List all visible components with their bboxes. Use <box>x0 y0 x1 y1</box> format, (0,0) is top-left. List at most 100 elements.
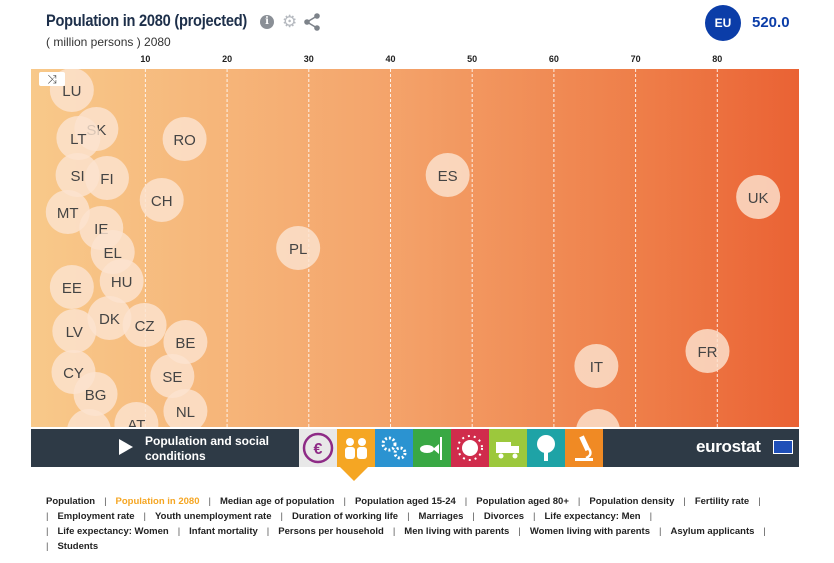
indicator-link[interactable]: Duration of working life <box>291 511 399 522</box>
indicator-link[interactable]: Fertility rate <box>694 496 750 507</box>
bubble-point[interactable] <box>52 309 97 353</box>
bubble-point[interactable] <box>45 190 90 234</box>
indicator-link[interactable]: Life expectancy: Men <box>544 511 641 522</box>
indicator-link[interactable]: Persons per household <box>278 526 384 537</box>
indicator-link[interactable]: Employment rate <box>57 511 135 522</box>
indicator-link[interactable]: Population density <box>589 496 675 507</box>
x-tick-label: 50 <box>467 54 478 64</box>
indicator-link[interactable]: Youth unemployment rate <box>155 511 272 522</box>
separator: | <box>518 526 521 537</box>
indicator-link[interactable]: Infant mortality <box>189 526 258 537</box>
country-bubble[interactable]: FI <box>84 156 129 200</box>
country-bubble[interactable]: CZ <box>122 303 167 347</box>
bubble-label: CH <box>151 193 173 210</box>
country-bubble[interactable]: MT <box>45 190 90 234</box>
indicator-link[interactable]: Women living with parents <box>529 526 650 537</box>
country-bubble[interactable]: FR <box>685 329 730 373</box>
bubble-point[interactable] <box>163 320 208 364</box>
gears-icon[interactable] <box>375 429 413 467</box>
x-tick-label: 30 <box>303 54 314 64</box>
info-icon[interactable]: i <box>260 15 274 29</box>
country-bubble[interactable]: ES <box>425 153 470 197</box>
country-bubble[interactable]: RO <box>162 117 207 161</box>
bubble-label: SE <box>162 369 182 386</box>
country-bubble[interactable]: DK <box>87 296 132 340</box>
indicator-link[interactable]: Divorces <box>483 511 525 522</box>
country-bubble[interactable]: BE <box>163 320 208 364</box>
people-icon[interactable] <box>337 429 375 467</box>
country-bubble[interactable]: HU <box>99 259 144 303</box>
indicator-link[interactable]: Students <box>57 541 99 552</box>
x-tick-label: 80 <box>712 54 723 64</box>
country-bubble[interactable]: LT <box>56 116 101 160</box>
active-category-pointer <box>340 467 368 481</box>
bubble-label: DE <box>588 424 609 427</box>
bubble-point[interactable] <box>574 344 619 388</box>
bubble-point[interactable] <box>139 178 184 222</box>
separator: | <box>46 526 49 537</box>
separator: | <box>763 526 766 537</box>
country-bubble[interactable]: NL <box>163 389 208 427</box>
shuffle-icon[interactable]: ⤨ <box>39 72 65 86</box>
country-bubble[interactable]: DE <box>576 409 620 427</box>
share-icon[interactable] <box>303 13 321 31</box>
country-bubble[interactable]: BG <box>73 372 118 416</box>
bubble-point[interactable] <box>114 402 159 427</box>
country-bubble[interactable]: EE <box>49 265 94 309</box>
bubble-label: AT <box>127 417 145 427</box>
indicator-link[interactable]: Population <box>46 496 96 507</box>
bubble-label: EL <box>104 245 122 262</box>
bubble-point[interactable] <box>425 153 470 197</box>
gear-icon[interactable]: ⚙ <box>282 12 298 31</box>
euro-icon[interactable]: € <box>299 429 337 467</box>
separator: | <box>533 511 536 522</box>
fish-wheat-icon[interactable] <box>413 429 451 467</box>
bubble-point[interactable] <box>162 117 207 161</box>
bubble-point[interactable] <box>73 372 118 416</box>
bubble-point[interactable] <box>84 156 129 200</box>
indicator-link[interactable]: Median age of population <box>219 496 335 507</box>
bubble-label: ES <box>438 168 458 185</box>
bubble-point[interactable] <box>736 175 781 219</box>
separator: | <box>392 526 396 537</box>
bubble-point[interactable] <box>56 116 101 160</box>
country-bubble[interactable]: IT <box>574 344 619 388</box>
separator: | <box>464 496 468 507</box>
truck-icon[interactable] <box>489 429 527 467</box>
country-bubble[interactable]: AT <box>114 402 159 427</box>
chart-plot-area: LUSKLTROSIFIESCHUKMTIEELPLHUEEDKCZLVBEFR… <box>31 69 799 427</box>
bubble-point[interactable] <box>87 296 132 340</box>
category-title[interactable]: Population and social conditions <box>31 429 293 467</box>
bubble-point[interactable] <box>49 265 94 309</box>
indicator-link[interactable]: Population aged 15-24 <box>354 496 456 507</box>
indicator-link[interactable]: Population in 2080 <box>115 496 200 507</box>
indicator-link[interactable]: Population aged 80+ <box>476 496 569 507</box>
country-bubble[interactable]: CH <box>139 178 184 222</box>
bubble-point[interactable] <box>99 259 144 303</box>
bubble-label: MT <box>57 205 79 222</box>
indicator-row: | Students <box>46 539 786 554</box>
bubble-point[interactable] <box>122 303 167 347</box>
bubble-point[interactable] <box>576 409 620 427</box>
tree-icon[interactable] <box>527 429 565 467</box>
country-bubble[interactable]: LV <box>52 309 97 353</box>
country-bubble[interactable]: HR <box>67 409 111 427</box>
country-bubble[interactable]: UK <box>736 175 781 219</box>
bubble-point[interactable] <box>67 409 111 427</box>
country-bubble[interactable]: PL <box>276 226 321 270</box>
virus-icon[interactable] <box>451 429 489 467</box>
indicator-link[interactable]: Life expectancy: Women <box>57 526 169 537</box>
category-bar: Population and social conditions € euros… <box>31 429 799 467</box>
separator: | <box>649 511 653 522</box>
microscope-icon[interactable] <box>565 429 603 467</box>
country-bubble[interactable]: SE <box>150 354 195 398</box>
bubble-point[interactable] <box>150 354 195 398</box>
bubble-point[interactable] <box>685 329 730 373</box>
bubble-point[interactable] <box>276 226 321 270</box>
indicator-link[interactable]: Marriages <box>418 511 464 522</box>
bubble-label: UK <box>748 190 769 207</box>
indicator-link[interactable]: Men living with parents <box>404 526 510 537</box>
bubble-point[interactable] <box>163 389 208 427</box>
play-icon[interactable] <box>119 439 133 455</box>
indicator-link[interactable]: Asylum applicants <box>670 526 755 537</box>
